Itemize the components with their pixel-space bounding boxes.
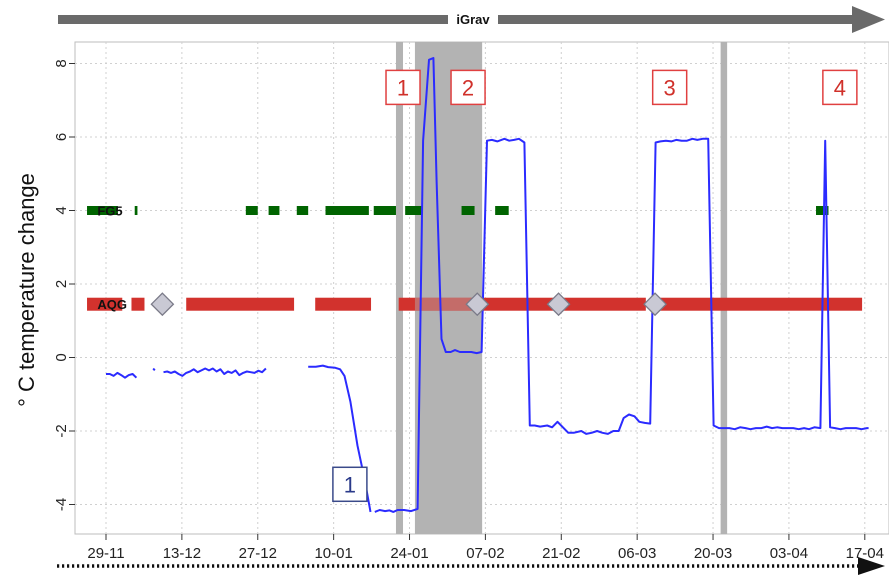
y-tick-label: 8 <box>53 59 70 67</box>
x-tick-label: 10-01 <box>314 545 352 562</box>
diamond-marker <box>150 292 175 317</box>
instrument-bar-fg5 <box>373 206 396 215</box>
shaded-period <box>395 42 404 534</box>
y-axis-label: ° C temperature change <box>14 173 39 407</box>
instrument-label-fg5: FG5 <box>97 204 122 219</box>
x-tick-label: 21-02 <box>542 545 580 562</box>
instrument-bar-aqg <box>186 297 295 311</box>
series-line-segment <box>374 57 869 513</box>
shaded-overlay <box>414 297 483 311</box>
instrument-bar-fg5 <box>134 206 138 215</box>
y-tick-label: 4 <box>53 206 70 214</box>
annotation-label: 2 <box>462 75 474 100</box>
instrument-bar-aqg <box>315 297 372 311</box>
series-line-segment <box>308 364 372 513</box>
annotations: 1 1 2 3 4 <box>332 69 858 503</box>
top-arrow-label-bg <box>448 12 498 27</box>
x-tick-label: 07-02 <box>466 545 504 562</box>
annotation-label: 1 <box>397 75 409 100</box>
diamond-marker <box>643 292 667 317</box>
instrument-bar-aqg <box>87 297 123 311</box>
instrument-bar-fg5 <box>245 206 258 215</box>
y-tick-label: 6 <box>53 133 70 141</box>
instrument-bar-fg5 <box>816 206 829 215</box>
y-tick-label: 2 <box>53 280 70 288</box>
instrument-bar-fg5 <box>325 206 369 215</box>
x-tick-label: 06-03 <box>618 545 656 562</box>
x-tick-label: 13-12 <box>163 545 201 562</box>
instrument-bar-fg5 <box>495 206 509 215</box>
instrument-bar-fg5 <box>87 206 118 215</box>
shaded-period <box>720 42 728 534</box>
instrument-bar-fg5 <box>461 206 475 215</box>
y-tick-label: -4 <box>53 498 70 511</box>
y-tick-label: -2 <box>53 424 70 437</box>
series-line-segment <box>106 371 138 379</box>
top-arrow: iGrav <box>58 6 885 33</box>
x-tick-label: 27-12 <box>239 545 277 562</box>
y-tick-label: 0 <box>53 353 70 361</box>
x-tick-label: 24-01 <box>390 545 428 562</box>
instrument-bar-fg5 <box>405 206 422 215</box>
y-axis: 8 6 4 2 0 -2 -4 <box>53 59 75 511</box>
series-line-segment <box>152 367 156 372</box>
diamond-marker <box>465 292 490 317</box>
annotation-label: 4 <box>834 75 846 100</box>
top-arrow-label: iGrav <box>456 12 490 27</box>
instrument-bar-fg5 <box>296 206 309 215</box>
x-tick-label: 29-11 <box>87 545 124 562</box>
bottom-arrow-head <box>858 557 885 575</box>
instrument-bar-aqg <box>655 297 863 311</box>
top-arrow-head <box>852 6 885 33</box>
instrument-bar-fg5 <box>268 206 280 215</box>
annotation-box <box>822 69 858 106</box>
markers <box>150 292 667 317</box>
shaded-periods <box>395 42 728 534</box>
instrument-label-aqg: AQG <box>97 297 127 312</box>
x-tick-label: 17-04 <box>846 545 884 562</box>
series-line-segment <box>163 367 267 377</box>
x-axis: 29-11 13-12 27-12 10-01 24-01 07-02 21-02 06-03… <box>87 534 884 562</box>
instrument-bars: FG5 AQG <box>87 204 863 312</box>
annotation-label: 3 <box>664 75 676 100</box>
annotation-box <box>450 69 486 106</box>
series-line <box>106 57 869 513</box>
bottom-arrow <box>57 557 885 575</box>
annotation-box <box>651 69 688 106</box>
shaded-period <box>414 42 483 534</box>
x-tick-label: 03-04 <box>770 545 808 562</box>
instrument-bar-aqg <box>398 297 646 311</box>
diamond-marker <box>546 292 571 317</box>
x-tick-label: 20-03 <box>694 545 732 562</box>
annotation-box <box>332 466 368 503</box>
annotation-box <box>385 69 421 106</box>
instrument-bar-aqg <box>131 297 145 311</box>
annotation-label: 1 <box>344 472 356 497</box>
